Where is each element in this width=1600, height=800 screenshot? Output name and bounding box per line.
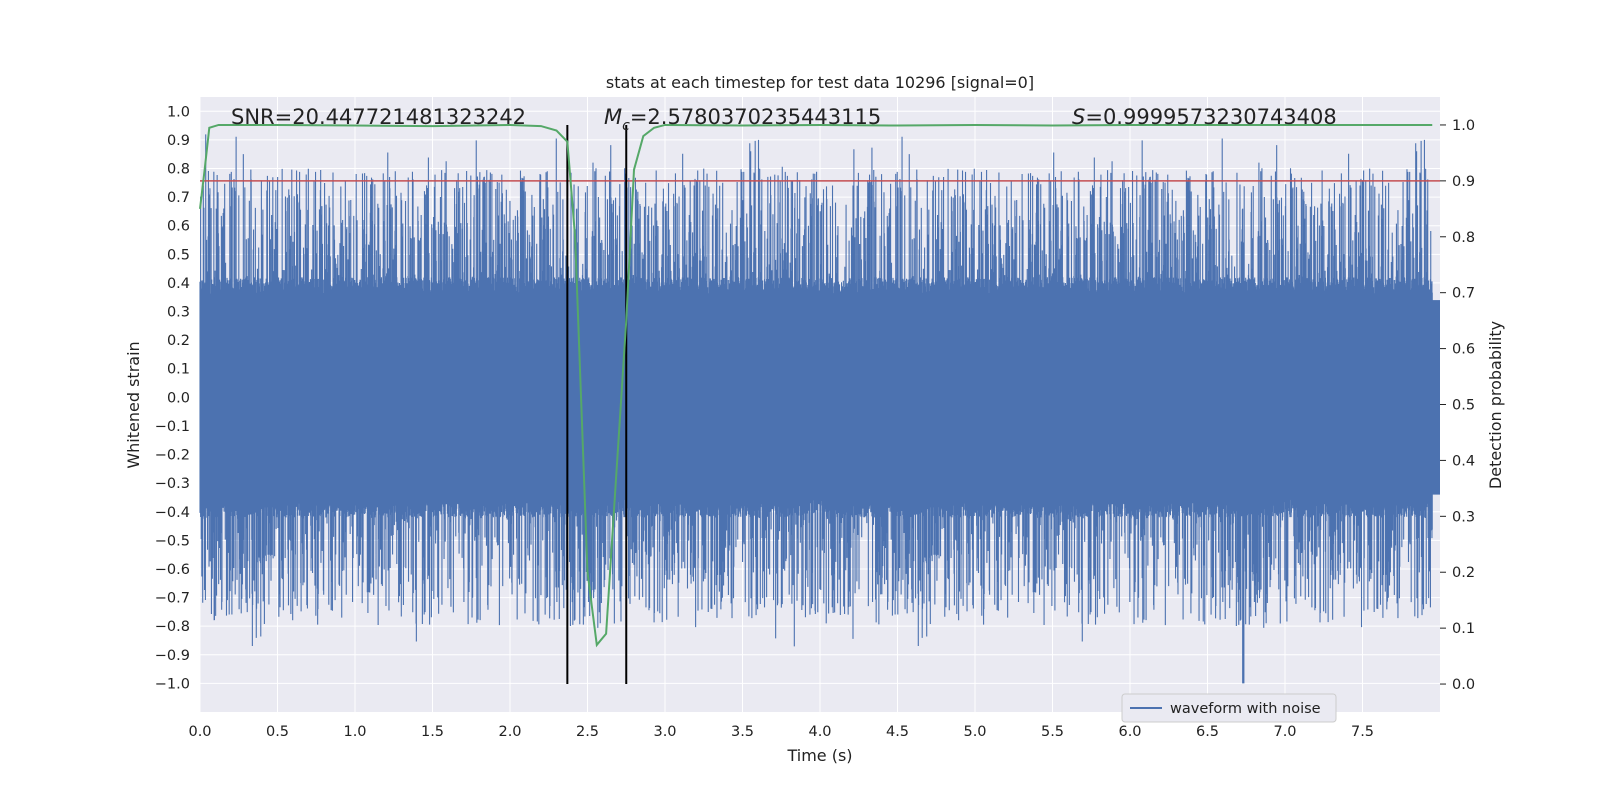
snr-annotation: SNR=20.447721481323242 bbox=[231, 105, 526, 129]
legend-box bbox=[1121, 693, 1337, 723]
y-tick-label: 0.7 bbox=[167, 190, 190, 206]
y-tick-label: −0.7 bbox=[155, 591, 190, 607]
probability-line bbox=[199, 123, 1433, 648]
y2-tick-label: 0.9 bbox=[1452, 174, 1475, 190]
x-tick-labels: 0.0 0.5 1.0 1.5 2.0 2.5 3.0 3.5 4.0 4.5 5.0 5.5 6.0 6… bbox=[188, 724, 1374, 740]
chirp-mass-symbol: M bbox=[604, 105, 622, 129]
chirp-mass-annotation: Mc=2.5780370235443115 bbox=[604, 105, 881, 134]
y-tick-label: −0.3 bbox=[155, 476, 190, 492]
waveform-line bbox=[199, 134, 1433, 684]
y-tick-label: −0.9 bbox=[155, 648, 190, 664]
y-tick-label: 0.2 bbox=[167, 333, 190, 349]
y-tick-label: 0.9 bbox=[167, 133, 190, 149]
y-axis-label: Whitened strain bbox=[124, 341, 143, 468]
y-tick-label: −0.1 bbox=[155, 419, 190, 435]
y-tick-label: −0.8 bbox=[155, 619, 190, 635]
y2-tick-label: 0.2 bbox=[1452, 565, 1475, 581]
y-tick-label: −1.0 bbox=[155, 676, 190, 692]
x-tick-label: 5.5 bbox=[1041, 724, 1064, 740]
x-tick-label: 7.5 bbox=[1351, 724, 1374, 740]
x-tick-label: 4.0 bbox=[808, 724, 831, 740]
x-tick-label: 1.0 bbox=[343, 724, 366, 740]
y-tick-label: 0.0 bbox=[167, 390, 190, 406]
x-tick-label: 1.5 bbox=[421, 724, 444, 740]
x-tick-label: 5.0 bbox=[963, 724, 986, 740]
legend-waveform-label: waveform with noise bbox=[1170, 701, 1321, 717]
legend: waveform with noise bbox=[1121, 693, 1337, 723]
x-tick-label: 2.5 bbox=[576, 724, 599, 740]
y2-tick-label: 0.7 bbox=[1452, 286, 1475, 302]
y-tick-label: 0.1 bbox=[167, 362, 190, 378]
score-symbol: S bbox=[1072, 105, 1085, 129]
y-tick-label: −0.4 bbox=[155, 505, 190, 521]
x-tick-label: 0.5 bbox=[266, 724, 289, 740]
waveform-series bbox=[199, 134, 1440, 684]
y2-tick-labels: 0.0 0.1 0.2 0.3 0.4 0.5 0.6 0.7 0.8 0.9 1.0 bbox=[1440, 118, 1475, 693]
chirp-mass-subscript: c bbox=[622, 118, 630, 134]
y2-tick-label: 0.1 bbox=[1452, 621, 1475, 637]
chirp-mass-value: =2.5780370235443115 bbox=[630, 105, 881, 129]
y-tick-label: −0.5 bbox=[155, 533, 190, 549]
y2-tick-label: 0.5 bbox=[1452, 398, 1475, 414]
y2-tick-label: 1.0 bbox=[1452, 118, 1475, 134]
y2-tick-label: 0.3 bbox=[1452, 509, 1475, 525]
y-tick-label: 1.0 bbox=[167, 104, 190, 120]
x-tick-label: 3.5 bbox=[731, 724, 754, 740]
y-tick-label: 0.3 bbox=[167, 305, 190, 321]
y-tick-labels: 1.0 0.9 0.8 0.7 0.6 0.5 0.4 0.3 0.2 0.1 0.0 −0.1 −0.… bbox=[155, 104, 190, 692]
y2-axis-label: Detection probability bbox=[1486, 321, 1505, 489]
x-tick-label: 3.0 bbox=[653, 724, 676, 740]
x-tick-label: 6.5 bbox=[1196, 724, 1219, 740]
y-tick-label: 0.6 bbox=[167, 219, 190, 235]
x-tick-label: 4.5 bbox=[886, 724, 909, 740]
y-tick-label: −0.6 bbox=[155, 562, 190, 578]
x-tick-label: 0.0 bbox=[188, 724, 211, 740]
chart-title: stats at each timestep for test data 102… bbox=[606, 73, 1034, 92]
y-tick-label: 0.8 bbox=[167, 162, 190, 178]
y2-tick-label: 0.8 bbox=[1452, 230, 1475, 246]
y2-tick-label: 0.6 bbox=[1452, 342, 1475, 358]
y-tick-label: −0.2 bbox=[155, 448, 190, 464]
x-tick-label: 6.0 bbox=[1118, 724, 1141, 740]
x-axis-label: Time (s) bbox=[786, 746, 852, 765]
x-tick-label: 7.0 bbox=[1273, 724, 1296, 740]
score-value: =0.9999573230743408 bbox=[1085, 105, 1336, 129]
overlay-lines bbox=[199, 123, 1440, 685]
y-tick-label: 0.4 bbox=[167, 276, 190, 292]
x-tick-label: 2.0 bbox=[498, 724, 521, 740]
y2-tick-label: 0.4 bbox=[1452, 453, 1475, 469]
score-annotation: S=0.9999573230743408 bbox=[1072, 105, 1337, 129]
y-tick-label: 0.5 bbox=[167, 247, 190, 263]
y2-tick-label: 0.0 bbox=[1452, 677, 1475, 693]
